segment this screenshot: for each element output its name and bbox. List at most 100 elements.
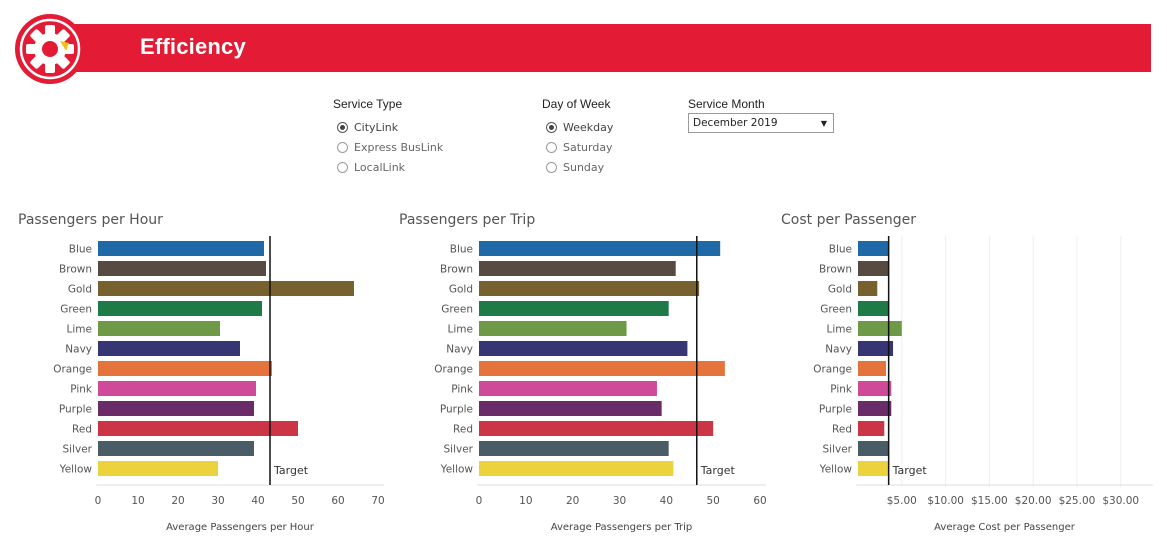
x-tick-label: $20.00	[1015, 495, 1052, 507]
bar-red	[858, 421, 885, 436]
x-tick-label: 0	[95, 495, 102, 507]
category-label: Yellow	[440, 464, 474, 476]
radio-label: LocalLink	[354, 160, 406, 174]
category-label: Green	[441, 304, 473, 316]
category-label: Green	[820, 304, 852, 316]
category-label: Silver	[823, 444, 853, 456]
bar-green	[479, 301, 669, 316]
target-label: Target	[273, 464, 309, 477]
x-tick-label: $10.00	[927, 495, 964, 507]
x-tick-label: 30	[613, 495, 626, 507]
category-label: Pink	[451, 384, 474, 396]
bar-pink	[479, 381, 657, 396]
radio-weekday[interactable]: Weekday	[542, 117, 613, 137]
passengers-per-trip-chart: Blue Brown Gold Green Lime Navy Orange Pink Purp…	[434, 236, 767, 533]
bar-pink	[98, 381, 256, 396]
radio-label: Express BusLink	[354, 140, 444, 154]
radio-circle	[337, 141, 348, 153]
radio-circle	[546, 121, 557, 133]
bar-gold	[479, 281, 700, 296]
service-type-title: Service Type	[333, 97, 403, 111]
header-banner	[70, 24, 1151, 72]
bar-orange	[858, 361, 887, 376]
category-label: Brown	[819, 264, 852, 276]
gear-icon	[15, 14, 85, 84]
category-label: Orange	[53, 364, 92, 376]
category-label: Orange	[813, 364, 852, 376]
bar-red	[479, 421, 714, 436]
bar-lime	[858, 321, 902, 336]
category-label: Purple	[819, 404, 852, 416]
category-label: Red	[72, 424, 92, 436]
category-label: Silver	[444, 444, 474, 456]
category-label: Lime	[827, 324, 852, 336]
bar-lime	[98, 321, 220, 336]
radio-saturday[interactable]: Saturday	[542, 137, 613, 157]
category-label: Blue	[829, 244, 852, 256]
x-tick-label: $25.00	[1059, 495, 1096, 507]
service-month-dropdown[interactable]: December 2019 ▼	[688, 113, 834, 133]
x-axis-label: Average Passengers per Trip	[551, 522, 693, 533]
x-tick-label: 40	[251, 495, 264, 507]
category-label: Navy	[446, 344, 473, 356]
x-tick-label: 40	[660, 495, 673, 507]
category-label: Red	[832, 424, 852, 436]
x-tick-label: 10	[519, 495, 532, 507]
category-label: Pink	[70, 384, 93, 396]
x-tick-label: 60	[753, 495, 766, 507]
bar-silver	[858, 441, 889, 456]
bar-gold	[858, 281, 878, 296]
x-tick-label: 20	[566, 495, 579, 507]
x-tick-label: 50	[291, 495, 304, 507]
x-tick-label: 20	[171, 495, 184, 507]
x-tick-label: $15.00	[971, 495, 1008, 507]
x-axis-label: Average Passengers per Hour	[166, 522, 315, 533]
radio-label: Saturday	[563, 140, 613, 154]
bar-purple	[479, 401, 662, 416]
bar-navy	[479, 341, 688, 356]
category-label: Lime	[448, 324, 473, 336]
x-tick-label: 70	[371, 495, 384, 507]
radio-label: CityLink	[354, 120, 399, 134]
radio-citylink[interactable]: CityLink	[333, 117, 443, 137]
target-label: Target	[892, 464, 928, 477]
radio-label: Sunday	[563, 160, 605, 174]
chart-title-passengers-per-hour: Passengers per Hour	[18, 212, 163, 228]
x-tick-label: 0	[476, 495, 483, 507]
category-label: Red	[453, 424, 473, 436]
bar-blue	[479, 241, 721, 256]
day-of-week-filter: Day of Week Weekday Saturday Sunday	[542, 97, 613, 177]
bar-navy	[858, 341, 894, 356]
page-title: Efficiency	[140, 34, 246, 59]
category-label: Brown	[440, 264, 473, 276]
bar-purple	[858, 401, 892, 416]
bar-brown	[479, 261, 676, 276]
radio-express-buslink[interactable]: Express BusLink	[333, 137, 443, 157]
x-tick-label: $30.00	[1102, 495, 1139, 507]
x-tick-label: $5.00	[887, 495, 917, 507]
category-label: Navy	[825, 344, 852, 356]
radio-circle	[546, 141, 557, 153]
category-label: Gold	[828, 284, 852, 296]
category-label: Brown	[59, 264, 92, 276]
radio-label: Weekday	[563, 120, 614, 134]
bar-brown	[858, 261, 889, 276]
bar-blue	[98, 241, 264, 256]
bar-gold	[98, 281, 354, 296]
day-of-week-title: Day of Week	[542, 97, 611, 111]
category-label: Yellow	[819, 464, 853, 476]
x-tick-label: 30	[211, 495, 224, 507]
category-label: Orange	[434, 364, 473, 376]
bar-navy	[98, 341, 240, 356]
radio-sunday[interactable]: Sunday	[542, 157, 613, 177]
service-month-value: December 2019	[693, 117, 778, 129]
x-tick-label: 60	[331, 495, 344, 507]
category-label: Blue	[450, 244, 473, 256]
target-label: Target	[700, 464, 736, 477]
bar-silver	[479, 441, 669, 456]
bar-yellow	[98, 461, 218, 476]
radio-locallink[interactable]: LocalLink	[333, 157, 443, 177]
category-label: Gold	[68, 284, 92, 296]
bar-silver	[98, 441, 254, 456]
bar-blue	[858, 241, 889, 256]
